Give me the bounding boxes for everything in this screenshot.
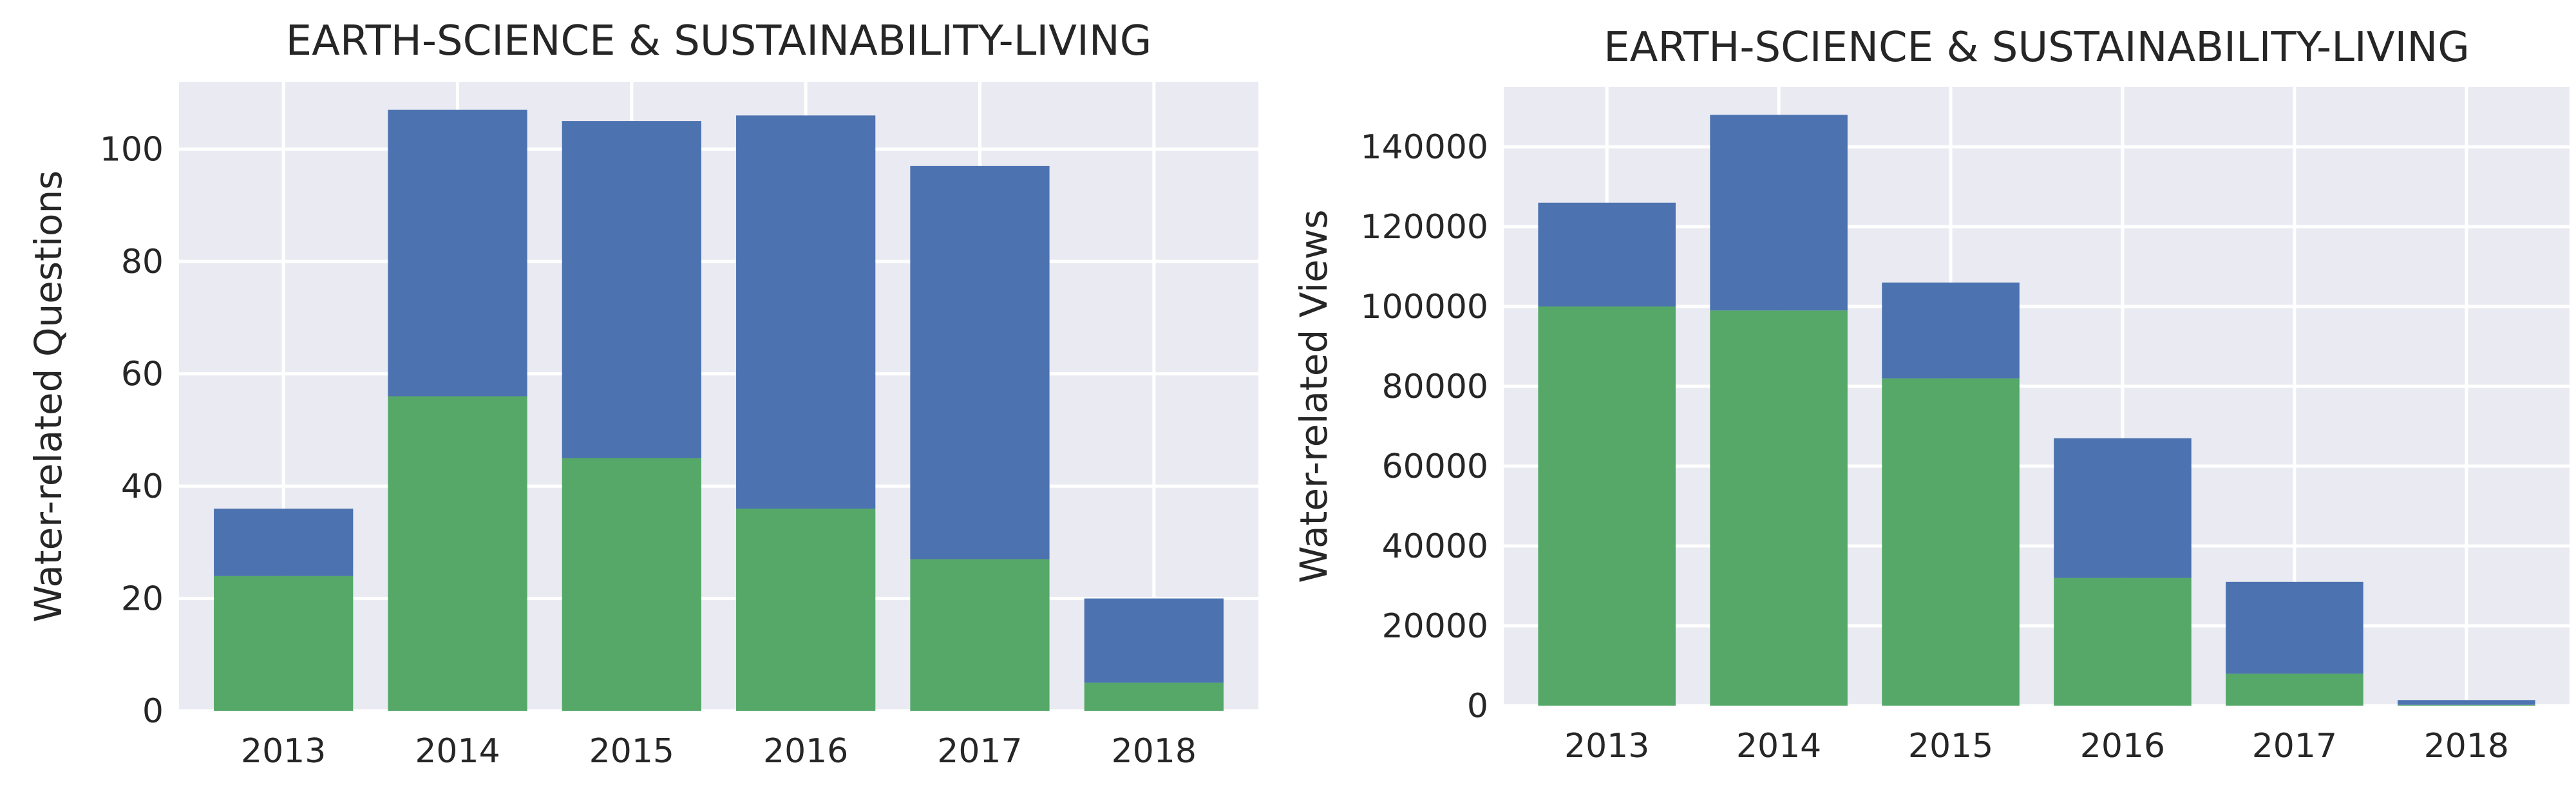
y-tick-label: 80	[121, 243, 164, 281]
bar-segment-top	[214, 508, 354, 576]
bar-segment-bottom	[1538, 306, 1676, 706]
bar-segment-bottom	[2398, 704, 2535, 706]
y-tick-label: 0	[1467, 687, 1488, 726]
y-tick-label: 100000	[1360, 288, 1488, 326]
bar-segment-top	[562, 121, 701, 458]
chart-title: EARTH-SCIENCE & SUSTAINABILITY-LIVING	[286, 17, 1152, 65]
y-axis-label: Water-related Views	[1292, 209, 1336, 583]
chart-views-panel: 0 20000 40000 60000 80000 100000 120000 140000 2…	[1292, 24, 2570, 766]
bar-segment-top	[2398, 700, 2535, 705]
y-tick-label: 100	[100, 131, 164, 169]
bars-layer	[1538, 115, 2535, 706]
bar-segment-bottom	[2226, 673, 2363, 706]
y-tick-label: 60	[121, 355, 164, 394]
x-tick-label: 2017	[2252, 727, 2337, 766]
bar-segment-bottom	[214, 576, 354, 711]
x-tick-label: 2013	[1564, 727, 1649, 766]
y-tick-label: 60000	[1382, 447, 1488, 486]
y-axis-label: Water-related Questions	[26, 171, 70, 623]
bar-segment-bottom	[562, 458, 701, 711]
y-tick-label: 140000	[1360, 128, 1488, 167]
x-tick-label: 2014	[1736, 727, 1821, 766]
bar-segment-bottom	[736, 508, 876, 711]
bar-segment-top	[2226, 581, 2363, 674]
y-tick-label: 40	[121, 467, 164, 506]
bar-segment-top	[1538, 202, 1676, 306]
y-tick-label: 40000	[1382, 527, 1488, 566]
y-tick-label: 120000	[1360, 208, 1488, 247]
bar-segment-top	[388, 109, 527, 397]
x-tick-label: 2014	[415, 732, 500, 771]
bar-segment-bottom	[1710, 310, 1848, 706]
bar-segment-top	[2054, 438, 2192, 578]
bar-segment-top	[1084, 598, 1224, 683]
x-tick-label: 2018	[2424, 727, 2509, 766]
bar-segment-top	[1882, 282, 2020, 379]
bar-segment-top	[1710, 115, 1848, 311]
plot-area	[179, 82, 1258, 711]
plot-area	[1504, 87, 2570, 706]
bars-layer	[214, 109, 1224, 711]
ticks-layer: 0 20000 40000 60000 80000 100000 120000 140000 2…	[1360, 128, 2509, 766]
chart-title: EARTH-SCIENCE & SUSTAINABILITY-LIVING	[1604, 24, 2470, 71]
bar-segment-bottom	[1084, 682, 1224, 711]
y-tick-label: 80000	[1382, 368, 1488, 406]
chart-questions-panel: 0 20 40 60 80 100 2013 2014 2015 2016 2017 2018 EAR…	[26, 17, 1258, 771]
bar-segment-bottom	[388, 396, 527, 711]
x-tick-label: 2017	[937, 732, 1022, 771]
x-tick-label: 2015	[1908, 727, 1993, 766]
x-tick-label: 2018	[1112, 732, 1197, 771]
x-tick-label: 2016	[2080, 727, 2165, 766]
bar-segment-top	[910, 165, 1050, 559]
y-tick-label: 0	[142, 692, 164, 731]
x-tick-label: 2015	[589, 732, 674, 771]
bar-segment-top	[736, 115, 876, 509]
y-tick-label: 20	[121, 580, 164, 619]
bar-segment-bottom	[1882, 378, 2020, 706]
x-tick-label: 2016	[763, 732, 848, 771]
y-tick-label: 20000	[1382, 607, 1488, 646]
ticks-layer: 0 20 40 60 80 100 2013 2014 2015 2016 2017 2018	[100, 131, 1197, 771]
x-tick-label: 2013	[241, 732, 326, 771]
bar-segment-bottom	[2054, 578, 2192, 706]
bar-segment-bottom	[910, 559, 1050, 711]
